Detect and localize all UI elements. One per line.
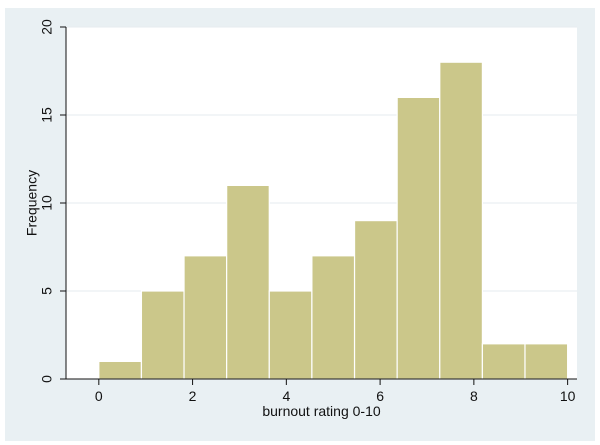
x-tick-label: 2 [189,388,197,404]
histogram-bar [140,290,185,380]
histogram-bar [98,360,143,380]
x-tick-label: 4 [282,388,290,404]
x-tick-label: 6 [376,388,384,404]
histogram-bar [353,220,398,380]
bars [98,61,569,380]
axes: 0 2 4 6 8 10 0 5 10 15 20 [39,19,577,404]
y-tick-label: 0 [39,375,55,383]
histogram-bar [311,255,356,380]
y-tick-label: 5 [39,287,55,295]
y-tick-label: 10 [39,195,55,211]
x-tick-label: 10 [560,388,576,404]
x-tick-label: 8 [470,388,478,404]
histogram-bar [524,343,569,380]
x-axis-title: burnout rating 0-10 [262,403,381,419]
histogram-bar [439,61,483,380]
histogram-bar [396,96,441,380]
y-tick-label: 15 [39,107,55,123]
y-tick-label: 20 [39,19,55,35]
x-tick-label: 0 [95,388,103,404]
histogram-bar [226,184,270,380]
histogram-bar [481,343,526,380]
y-axis-title: Frequency [24,170,40,236]
histogram-bar [183,255,228,380]
histogram-bar [268,290,313,380]
